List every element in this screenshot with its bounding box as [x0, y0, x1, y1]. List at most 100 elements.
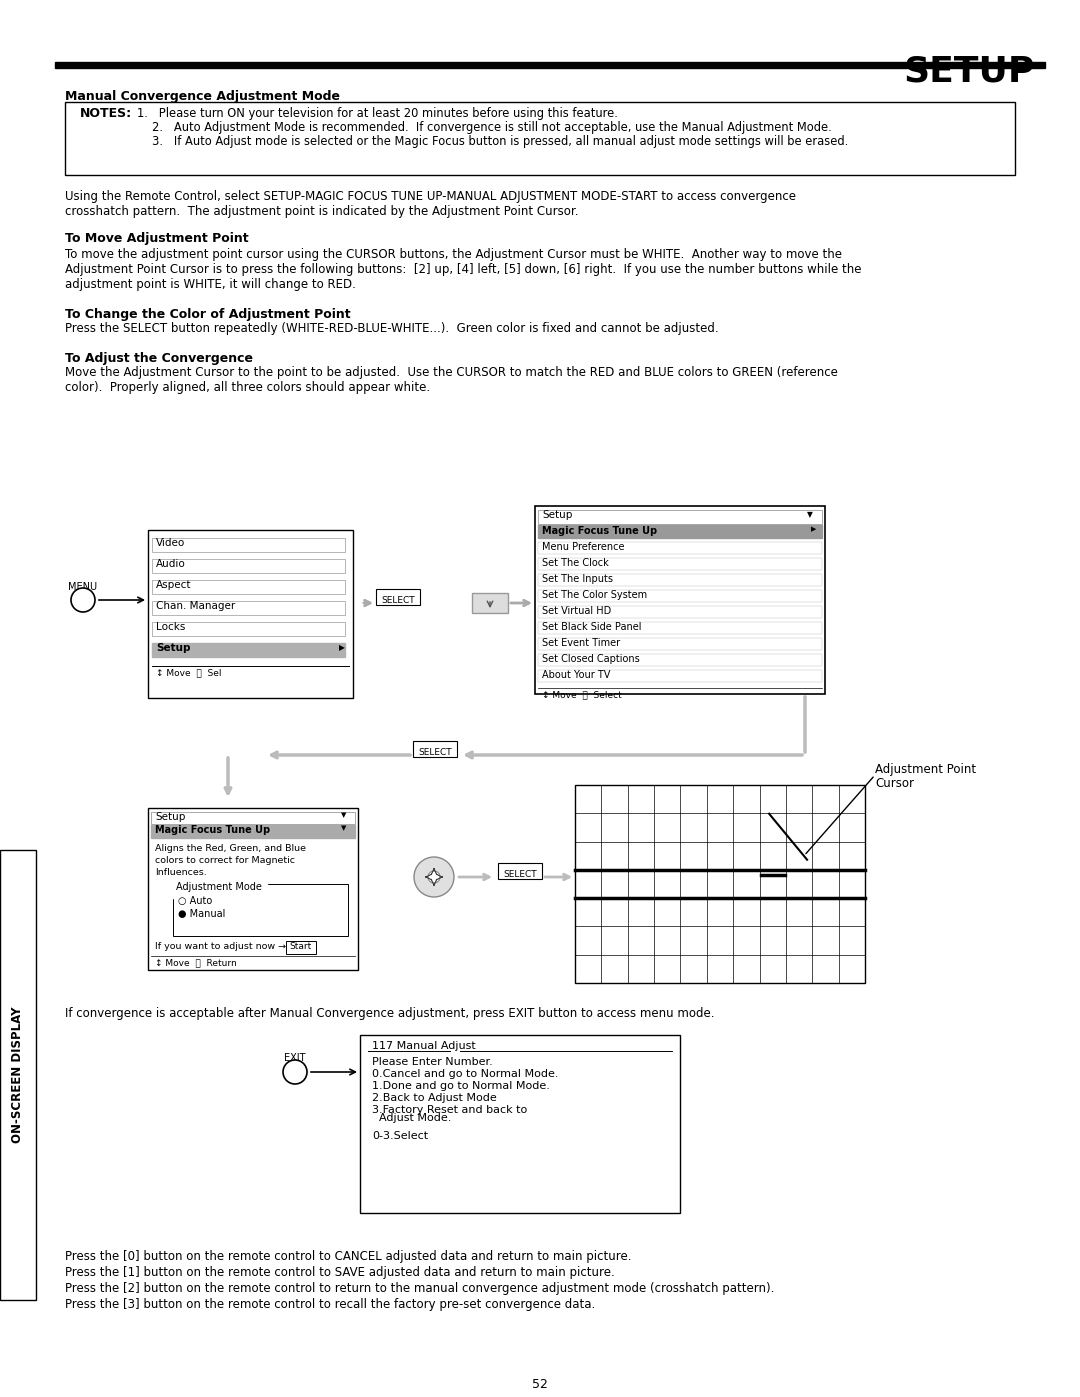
Text: ↕ Move  Ⓢ  Return: ↕ Move Ⓢ Return [156, 958, 237, 967]
Text: 2.   Auto Adjustment Mode is recommended.  If convergence is still not acceptabl: 2. Auto Adjustment Mode is recommended. … [152, 122, 832, 134]
Polygon shape [472, 592, 508, 613]
Text: ○ Auto: ○ Auto [178, 895, 213, 907]
Bar [538, 638, 822, 650]
Bar [538, 671, 822, 682]
Bar [376, 590, 420, 605]
Circle shape [71, 588, 95, 612]
Bar [0, 849, 36, 1301]
Text: ↕ Move  Ⓢ  Sel: ↕ Move Ⓢ Sel [156, 668, 221, 678]
Text: Audio: Audio [156, 559, 186, 569]
Text: To Adjust the Convergence: To Adjust the Convergence [65, 352, 253, 365]
Text: Setup: Setup [156, 643, 190, 652]
Bar [538, 525, 822, 538]
Text: Press the [3] button on the remote control to recall the factory pre-set converg: Press the [3] button on the remote contr… [65, 1298, 595, 1310]
Text: About Your TV: About Your TV [542, 671, 610, 680]
Text: Press the [1] button on the remote control to SAVE adjusted data and return to m: Press the [1] button on the remote contr… [65, 1266, 615, 1280]
Bar [151, 826, 355, 838]
Circle shape [428, 870, 440, 883]
Bar [173, 884, 348, 936]
Bar [538, 654, 822, 666]
Bar [360, 1035, 680, 1213]
Text: SETUP: SETUP [904, 54, 1035, 89]
Bar [538, 622, 822, 634]
Text: ▼: ▼ [341, 812, 347, 819]
Bar [535, 506, 825, 694]
Text: 2.Back to Adjust Mode: 2.Back to Adjust Mode [372, 1092, 497, 1104]
Text: 0-3.Select: 0-3.Select [372, 1132, 428, 1141]
Text: Set Virtual HD: Set Virtual HD [542, 606, 611, 616]
Text: 52: 52 [532, 1377, 548, 1391]
Bar [152, 601, 345, 615]
Text: Set The Color System: Set The Color System [542, 590, 647, 599]
Text: 1.   Please turn ON your television for at least 20 minutes before using this fe: 1. Please turn ON your television for at… [137, 108, 618, 120]
Text: Locks: Locks [156, 622, 186, 631]
Text: NOTES:: NOTES: [80, 108, 132, 120]
Text: 0.Cancel and go to Normal Mode.: 0.Cancel and go to Normal Mode. [372, 1069, 558, 1078]
Circle shape [414, 856, 454, 897]
Text: 1.Done and go to Normal Mode.: 1.Done and go to Normal Mode. [372, 1081, 550, 1091]
Text: Video: Video [156, 538, 186, 548]
Text: Adjustment Point: Adjustment Point [875, 763, 976, 775]
Text: Set The Clock: Set The Clock [542, 557, 609, 569]
Text: color).  Properly aligned, all three colors should appear white.: color). Properly aligned, all three colo… [65, 381, 430, 394]
Text: 3.Factory Reset and back to: 3.Factory Reset and back to [372, 1105, 527, 1115]
Text: Manual Convergence Adjustment Mode: Manual Convergence Adjustment Mode [65, 89, 340, 103]
Bar [152, 538, 345, 552]
Text: If convergence is acceptable after Manual Convergence adjustment, press EXIT but: If convergence is acceptable after Manua… [65, 1007, 715, 1020]
Text: Adjustment Point Cursor is to press the following buttons:  [2] up, [4] left, [5: Adjustment Point Cursor is to press the … [65, 263, 862, 277]
Bar [538, 510, 822, 524]
Text: To Move Adjustment Point: To Move Adjustment Point [65, 232, 248, 244]
Text: ▶: ▶ [339, 643, 345, 652]
Bar [413, 740, 457, 757]
Text: colors to correct for Magnetic: colors to correct for Magnetic [156, 856, 295, 865]
Text: ▼: ▼ [807, 510, 813, 520]
Bar [538, 590, 822, 602]
Text: Menu Preference: Menu Preference [542, 542, 624, 552]
Text: Please Enter Number.: Please Enter Number. [372, 1058, 492, 1067]
Text: crosshatch pattern.  The adjustment point is indicated by the Adjustment Point C: crosshatch pattern. The adjustment point… [65, 205, 579, 218]
Text: Press the SELECT button repeatedly (WHITE-RED-BLUE-WHITE...).  Green color is fi: Press the SELECT button repeatedly (WHIT… [65, 321, 718, 335]
Text: SELECT: SELECT [418, 747, 451, 757]
Text: Chan. Manager: Chan. Manager [156, 601, 235, 610]
Bar [151, 812, 355, 824]
Text: ↕ Move  Ⓢ  Select: ↕ Move Ⓢ Select [542, 690, 622, 698]
Text: adjustment point is WHITE, it will change to RED.: adjustment point is WHITE, it will chang… [65, 278, 356, 291]
Text: Start: Start [289, 942, 312, 951]
Circle shape [283, 1060, 307, 1084]
Bar [538, 557, 822, 570]
Text: If you want to adjust now →: If you want to adjust now → [156, 942, 286, 951]
Text: MENU: MENU [68, 583, 97, 592]
Text: Influences.: Influences. [156, 868, 206, 877]
Text: Set Closed Captions: Set Closed Captions [542, 654, 639, 664]
Text: Set Event Timer: Set Event Timer [542, 638, 620, 648]
Bar [538, 606, 822, 617]
Text: Aligns the Red, Green, and Blue: Aligns the Red, Green, and Blue [156, 844, 306, 854]
Text: 3.   If Auto Adjust mode is selected or the Magic Focus button is pressed, all m: 3. If Auto Adjust mode is selected or th… [152, 136, 848, 148]
Bar [148, 529, 353, 698]
Text: Set The Inputs: Set The Inputs [542, 574, 613, 584]
Bar [55, 61, 1045, 68]
Text: Magic Focus Tune Up: Magic Focus Tune Up [156, 826, 270, 835]
Bar [575, 785, 865, 983]
Text: ON-SCREEN DISPLAY: ON-SCREEN DISPLAY [12, 1007, 25, 1143]
Text: EXIT: EXIT [284, 1053, 306, 1063]
Bar [65, 102, 1015, 175]
Bar [152, 559, 345, 573]
Text: Adjustment Mode: Adjustment Mode [176, 882, 261, 893]
Bar [152, 580, 345, 594]
Bar [152, 622, 345, 636]
Bar [498, 863, 542, 879]
Text: Magic Focus Tune Up: Magic Focus Tune Up [542, 527, 657, 536]
Text: Cursor: Cursor [875, 777, 914, 789]
Text: ▶: ▶ [811, 527, 816, 532]
Text: SELECT: SELECT [381, 597, 415, 605]
Text: SELECT: SELECT [503, 870, 537, 879]
Text: To move the adjustment point cursor using the CURSOR buttons, the Adjustment Cur: To move the adjustment point cursor usin… [65, 249, 842, 261]
Bar [152, 643, 345, 657]
Text: Setup: Setup [542, 510, 572, 520]
Text: Using the Remote Control, select SETUP-MAGIC FOCUS TUNE UP-MANUAL ADJUSTMENT MOD: Using the Remote Control, select SETUP-M… [65, 190, 796, 203]
Bar [286, 942, 316, 954]
Text: Move the Adjustment Cursor to the point to be adjusted.  Use the CURSOR to match: Move the Adjustment Cursor to the point … [65, 366, 838, 379]
Text: Aspect: Aspect [156, 580, 191, 590]
Text: ● Manual: ● Manual [178, 909, 226, 919]
